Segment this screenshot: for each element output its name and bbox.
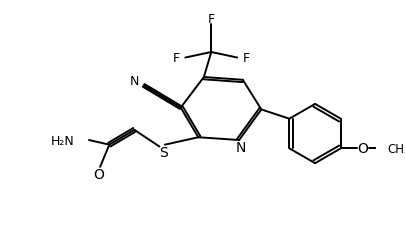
- Text: CH₃: CH₃: [386, 142, 405, 155]
- Text: O: O: [357, 142, 367, 156]
- Text: O: O: [93, 167, 103, 182]
- Text: H₂N: H₂N: [51, 134, 75, 147]
- Text: S: S: [158, 146, 167, 159]
- Text: F: F: [207, 13, 214, 26]
- Text: F: F: [172, 52, 179, 65]
- Text: N: N: [235, 141, 245, 155]
- Text: F: F: [242, 52, 249, 65]
- Text: N: N: [129, 75, 139, 88]
